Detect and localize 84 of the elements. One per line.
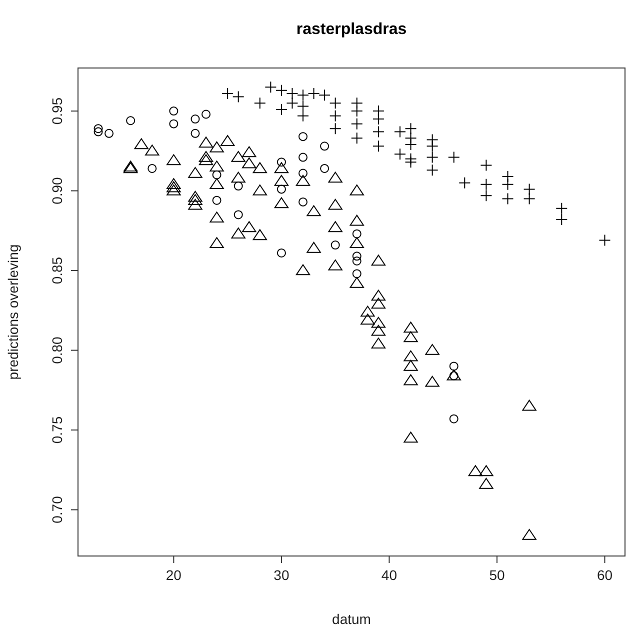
point <box>94 124 103 134</box>
point <box>318 89 331 102</box>
point <box>426 164 438 176</box>
point <box>298 132 308 142</box>
chart-title: rasterplasdras <box>296 21 407 38</box>
point <box>404 156 417 168</box>
point <box>404 122 417 135</box>
point <box>394 126 406 138</box>
x-axis-title: datum <box>332 611 371 627</box>
point <box>94 127 103 136</box>
point <box>254 97 266 110</box>
point <box>222 88 234 100</box>
point <box>449 362 458 371</box>
y-tick-label: 0.70 <box>49 496 65 524</box>
point <box>449 414 458 424</box>
point <box>190 128 200 138</box>
point <box>350 118 363 130</box>
point <box>448 151 460 164</box>
x-tick-label: 60 <box>596 567 613 583</box>
point <box>320 164 330 173</box>
point <box>232 90 244 103</box>
point <box>329 97 342 110</box>
point <box>286 88 298 100</box>
point <box>352 269 362 278</box>
point <box>426 151 438 164</box>
point <box>126 116 136 126</box>
point <box>169 106 178 116</box>
point <box>372 140 384 152</box>
point <box>234 182 243 191</box>
point <box>372 126 384 138</box>
point <box>275 84 288 96</box>
point <box>480 178 492 190</box>
point <box>556 202 568 214</box>
point <box>297 89 310 102</box>
y-tick-label: 0.90 <box>49 176 65 204</box>
point <box>523 192 536 205</box>
point <box>202 110 211 119</box>
point <box>394 148 406 160</box>
point <box>298 197 308 206</box>
point <box>276 184 286 194</box>
point <box>212 170 222 180</box>
point <box>212 196 222 205</box>
point <box>502 178 514 190</box>
point <box>352 229 362 238</box>
point <box>308 88 320 100</box>
point <box>350 105 363 118</box>
point <box>330 240 340 250</box>
point <box>320 142 330 151</box>
y-tick-label: 0.75 <box>49 416 65 444</box>
point <box>276 248 286 258</box>
point <box>329 110 342 122</box>
y-tick-label: 0.85 <box>49 256 65 284</box>
point <box>598 234 611 246</box>
point <box>480 159 492 172</box>
x-tick-label: 20 <box>166 567 182 583</box>
point <box>275 103 288 116</box>
point <box>426 140 438 152</box>
y-tick-label: 0.95 <box>49 97 65 125</box>
x-tick-label: 40 <box>381 567 398 583</box>
y-tick-label: 0.80 <box>49 336 65 364</box>
point <box>234 210 243 220</box>
point <box>264 81 277 94</box>
point <box>148 164 157 173</box>
x-tick-label: 50 <box>489 567 505 583</box>
point <box>350 132 363 144</box>
point <box>372 113 384 126</box>
point <box>502 192 514 205</box>
point <box>329 122 342 135</box>
point <box>298 152 308 162</box>
point <box>298 168 308 178</box>
point <box>169 119 178 128</box>
point <box>404 138 417 151</box>
point <box>104 128 114 138</box>
x-tick-label: 30 <box>274 567 290 583</box>
point <box>190 114 200 124</box>
point <box>480 190 492 202</box>
point <box>276 158 286 167</box>
point <box>556 214 568 226</box>
point <box>523 183 536 196</box>
point <box>352 252 362 261</box>
point <box>286 97 298 110</box>
y-axis-title: predictions overleving <box>5 244 21 380</box>
point <box>352 256 362 266</box>
point <box>458 176 471 189</box>
